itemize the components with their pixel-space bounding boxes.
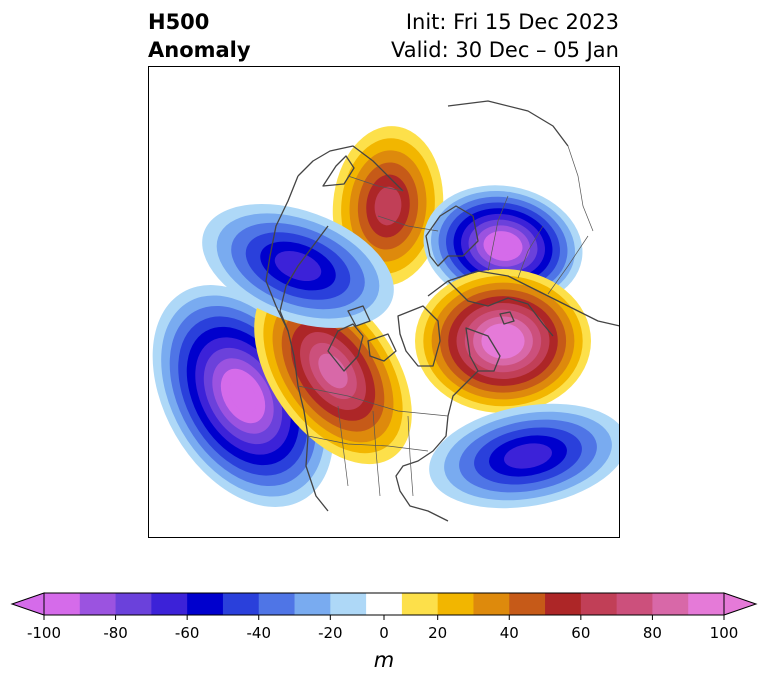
colorbar-cell (151, 593, 188, 615)
anomaly-contour (489, 330, 517, 352)
anomaly-contour (504, 443, 552, 469)
colorbar-extend-high (723, 592, 758, 616)
valid-date: Valid: 30 Dec – 05 Jan (390, 38, 619, 62)
map-title: H500 Anomaly (148, 8, 251, 64)
title-variable: H500 (148, 10, 210, 34)
colorbar-cell (79, 593, 117, 615)
colorbar-cell (401, 593, 439, 615)
colorbar-tick-label: -80 (103, 624, 128, 642)
anomaly-fields (152, 126, 620, 509)
anomaly-center (332, 126, 444, 286)
greenland (397, 305, 441, 367)
africa-north (447, 100, 569, 147)
colorbar-cell (545, 593, 582, 615)
colorbar-cell (509, 593, 546, 615)
colorbar-tick-label: -20 (318, 624, 343, 642)
colorbar (10, 592, 758, 620)
colorbar-cell (115, 593, 152, 615)
anomaly-map (148, 66, 620, 538)
siberia-coast (297, 145, 404, 192)
colorbar-cell (580, 593, 618, 615)
anomaly-contour (318, 353, 348, 389)
colorbar-cell (437, 593, 474, 615)
colorbar-tick-label: 40 (499, 624, 519, 642)
colorbar-cell (330, 593, 367, 615)
iceland (499, 311, 515, 325)
scandinavia (425, 205, 479, 267)
north-america-east-coast (395, 370, 479, 522)
anomaly-contour (374, 186, 402, 226)
eurasia-north-coast (427, 270, 620, 327)
north-america-west-coast (265, 175, 329, 512)
colorbar-cell (652, 593, 689, 615)
colorbar-cell (473, 593, 510, 615)
colorbar-extend-low (10, 592, 45, 616)
init-date: Init: Fri 15 Dec 2023 (405, 10, 619, 34)
colorbar-tick-label: 60 (571, 624, 591, 642)
colorbar-cell (258, 593, 296, 615)
anomaly-contour (491, 236, 515, 256)
asia-east-coast (279, 225, 329, 332)
colorbar-unit: m (373, 648, 395, 672)
colorbar-cell (366, 593, 403, 615)
europe-south (447, 280, 554, 337)
colorbar-tick-label: -100 (26, 624, 62, 642)
colorbar-cells (44, 593, 725, 615)
arctic-islands (347, 305, 397, 362)
anomaly-center (254, 277, 412, 465)
map-dates: Init: Fri 15 Dec 2023 Valid: 30 Dec – 05… (391, 8, 619, 64)
colorbar-cell (688, 593, 725, 615)
colorbar-tick-label: -60 (174, 624, 200, 642)
colorbar-tick-label: 0 (379, 624, 389, 642)
anomaly-contour (229, 379, 257, 413)
colorbar-ticks (43, 615, 725, 620)
map-frame (148, 66, 620, 538)
hudson-bay (465, 327, 501, 372)
japan (322, 155, 355, 187)
colorbar-cell (616, 593, 653, 615)
anomaly-center (423, 185, 583, 307)
anomaly-center (415, 269, 591, 413)
colorbar-cell (44, 593, 81, 615)
title-type: Anomaly (148, 38, 251, 62)
coastlines (265, 100, 620, 522)
colorbar-cell (294, 593, 331, 615)
colorbar-cell (187, 593, 224, 615)
borders (297, 145, 594, 497)
colorbar-tick-label: -40 (246, 624, 271, 642)
colorbar-tick-label: 20 (428, 624, 448, 642)
colorbar-cell (222, 593, 260, 615)
alaska (327, 323, 364, 372)
colorbar-tick-label: 80 (642, 624, 662, 642)
colorbar-tick-label: 100 (709, 624, 739, 642)
anomaly-center (429, 403, 620, 509)
